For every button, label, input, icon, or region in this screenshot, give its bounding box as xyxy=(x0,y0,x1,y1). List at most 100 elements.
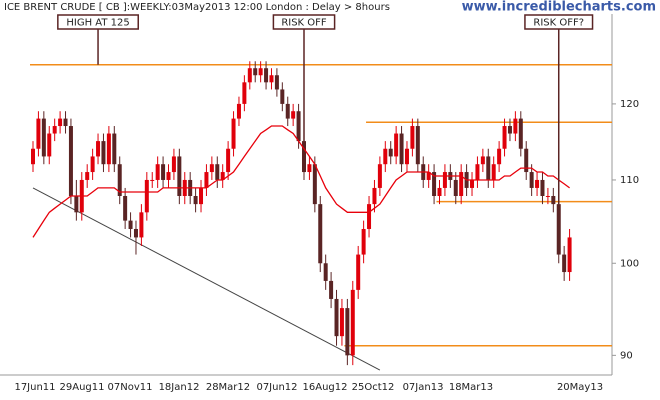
candle-body xyxy=(345,308,350,356)
candle-body xyxy=(112,133,117,165)
watermark: www.incrediblecharts.com xyxy=(462,0,656,15)
x-tick-label: 16Aug12 xyxy=(303,382,348,393)
candle-body xyxy=(486,156,491,180)
callout-box xyxy=(524,14,594,30)
candle-body xyxy=(361,228,366,255)
candle-body xyxy=(117,164,122,196)
candle-body xyxy=(480,156,485,165)
candle-body xyxy=(47,133,52,157)
candle-body xyxy=(52,126,57,134)
candle-body xyxy=(356,254,361,290)
candle-body xyxy=(302,141,306,173)
x-tick-label: 28Mar12 xyxy=(206,382,250,393)
callout-box xyxy=(57,14,139,30)
candle-body xyxy=(470,179,475,188)
x-tick-label: 07Jan13 xyxy=(403,382,444,393)
candle-body xyxy=(258,68,263,76)
moving-average xyxy=(32,125,570,238)
x-tick-label: 18Jan12 xyxy=(159,382,200,393)
candle-body xyxy=(209,164,214,173)
x-tick-label: 07Jun12 xyxy=(256,382,297,393)
candle-body xyxy=(253,68,258,76)
chart-title: ICE BRENT CRUDE [ CB ]:WEEKLY:03May2013 … xyxy=(4,2,390,13)
candle-body xyxy=(106,133,111,165)
candle-body xyxy=(388,148,393,157)
candle-body xyxy=(41,118,46,157)
candle-body xyxy=(31,148,35,165)
candle-body xyxy=(144,179,149,213)
callout-label: RISK OFF? xyxy=(533,18,584,29)
x-tick-label: 20May13 xyxy=(557,382,603,393)
callout-label: HIGH AT 125 xyxy=(66,18,129,29)
y-tick-label: 100 xyxy=(620,258,639,269)
candle-body xyxy=(161,164,166,180)
candle-body xyxy=(567,237,572,273)
callout-label: RISK OFF xyxy=(281,18,327,29)
candle-body xyxy=(562,254,567,273)
candle-body xyxy=(545,195,550,197)
candle-body xyxy=(96,141,101,157)
candle-body xyxy=(128,220,133,229)
candle-body xyxy=(518,118,523,149)
candle-body xyxy=(280,89,285,104)
candle-body xyxy=(85,172,90,180)
candle-body xyxy=(329,280,334,299)
candle-body xyxy=(101,141,106,165)
candle-body xyxy=(226,148,231,173)
candle-body xyxy=(139,212,144,238)
candle-body xyxy=(236,103,241,119)
y-tick-label: 120 xyxy=(620,99,639,110)
candle-body xyxy=(133,228,138,238)
candle-body xyxy=(171,156,176,173)
candle-body xyxy=(350,289,355,356)
candle-body xyxy=(556,204,561,255)
candle-body xyxy=(74,195,79,213)
candle-body xyxy=(242,82,247,104)
candle-body xyxy=(415,126,420,165)
candle-body xyxy=(193,195,198,205)
candle-body xyxy=(215,164,220,180)
candle-body xyxy=(150,179,155,181)
candle-body xyxy=(155,164,160,180)
candle-body xyxy=(491,164,496,180)
candle-body xyxy=(529,172,534,188)
candle-body xyxy=(535,179,540,188)
candle-body xyxy=(231,118,236,149)
candle-body xyxy=(404,148,409,165)
candle-body xyxy=(432,172,437,196)
candle-body xyxy=(437,187,442,196)
candle-body xyxy=(323,263,328,281)
candle-body xyxy=(497,148,502,165)
candle-body xyxy=(540,179,545,196)
callout-box xyxy=(272,14,336,30)
candle-body xyxy=(410,126,415,149)
candle-body xyxy=(296,111,301,142)
candle-body xyxy=(204,172,209,188)
candle-body xyxy=(524,148,529,173)
candle-body xyxy=(58,118,63,127)
candle-body xyxy=(166,172,171,180)
candle-body xyxy=(502,126,507,149)
candle-body xyxy=(453,179,458,196)
candle-body xyxy=(513,118,518,134)
candle-body xyxy=(285,103,290,119)
candle-body xyxy=(377,164,382,188)
candle-body xyxy=(339,308,344,337)
candle-body xyxy=(426,172,431,180)
candle-body xyxy=(507,126,512,134)
candle-body xyxy=(247,68,252,83)
candle-body xyxy=(442,172,447,188)
candle-body xyxy=(475,164,480,180)
candle-body xyxy=(36,118,41,149)
candle-body xyxy=(459,172,464,196)
candle-body xyxy=(68,126,73,196)
x-tick-label: 07Nov11 xyxy=(108,382,153,393)
x-tick-label: 17Jun11 xyxy=(14,382,55,393)
candle-body xyxy=(312,164,317,205)
candle-body xyxy=(318,204,323,264)
x-tick-label: 18Mar13 xyxy=(449,382,493,393)
candle-body xyxy=(394,133,399,157)
candle-body xyxy=(264,68,269,83)
x-tick-label: 25Oct12 xyxy=(352,382,395,393)
